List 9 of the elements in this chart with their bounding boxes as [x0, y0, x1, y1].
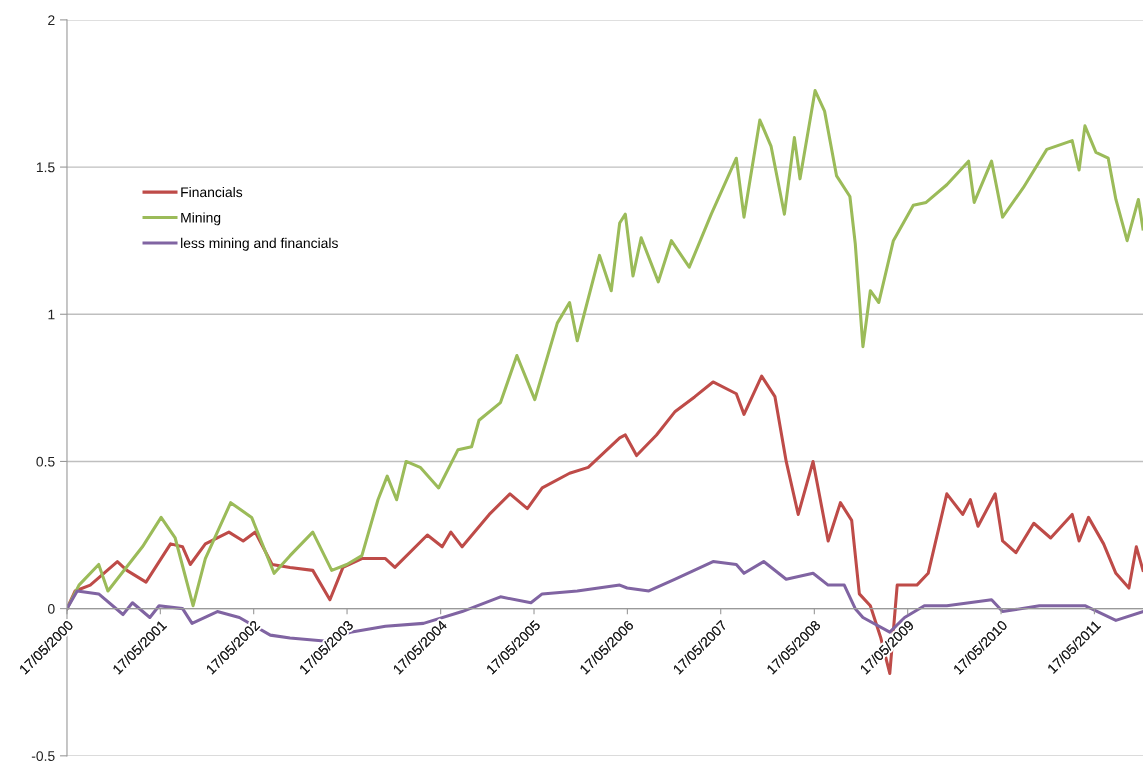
y-tick-label: 2: [48, 15, 55, 25]
y-tick-label: 0.5: [36, 456, 55, 467]
legend-label: Financials: [181, 186, 243, 198]
y-tick-label: 0: [47, 603, 55, 614]
y-tick-label: 1.5: [36, 162, 55, 173]
y-tick-label: -0.5: [31, 751, 55, 761]
legend-label: Mining: [181, 212, 221, 226]
y-tick-label: 1: [48, 309, 55, 320]
legend-label: less mining and financials: [181, 237, 338, 251]
